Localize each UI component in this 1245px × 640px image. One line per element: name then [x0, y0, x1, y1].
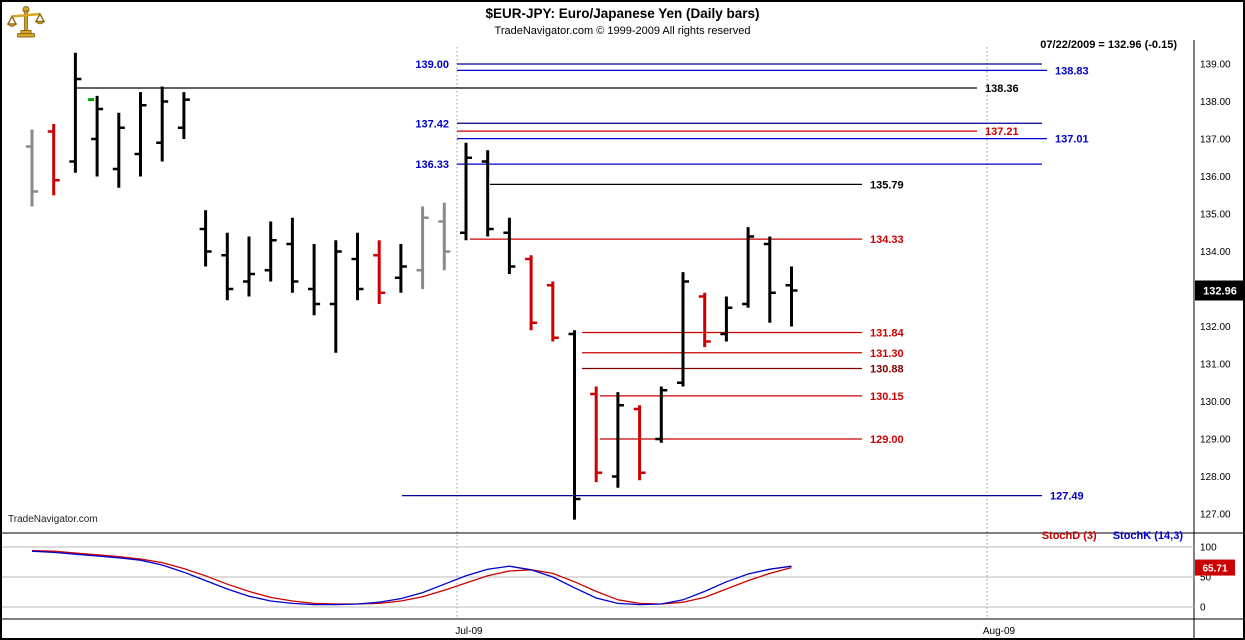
price-level-label: 131.30 — [870, 348, 904, 360]
price-tick-label: 138.00 — [1200, 97, 1231, 108]
price-tick-label: 139.00 — [1200, 60, 1231, 71]
stoch-tick-label: 50 — [1200, 573, 1212, 584]
price-level-label: 136.33 — [415, 159, 449, 171]
stoch-value-badge — [1195, 559, 1235, 576]
trade-navigator-logo-icon — [6, 4, 46, 40]
price-tick-label: 131.00 — [1200, 360, 1231, 371]
last-price-badge — [1195, 280, 1243, 301]
price-level-label: 137.42 — [415, 118, 449, 130]
stochk-line — [31, 550, 792, 606]
price-level-label: 138.36 — [985, 83, 1019, 95]
chart-subtitle: TradeNavigator.com © 1999-2009 All right… — [494, 25, 751, 37]
price-tick-label: 134.00 — [1200, 247, 1231, 258]
price-level-label: 137.01 — [1055, 134, 1089, 146]
price-tick-label: 135.00 — [1200, 210, 1231, 221]
price-tick-label: 130.00 — [1200, 397, 1231, 408]
stoch-tick-label: 100 — [1200, 543, 1217, 554]
x-axis-label: Jul-09 — [455, 626, 483, 637]
price-level-label: 137.21 — [985, 126, 1019, 138]
watermark-text: TradeNavigator.com — [8, 514, 98, 525]
last-price-badge-text: 132.96 — [1203, 286, 1237, 298]
stoch-tick-label: 0 — [1200, 603, 1206, 614]
stochd-legend-item[interactable]: StochD (3) — [1041, 530, 1097, 542]
price-tick-label: 129.00 — [1200, 435, 1231, 446]
price-tick-label: 137.00 — [1200, 135, 1231, 146]
price-level-label: 131.84 — [870, 328, 905, 340]
x-axis-label: Aug-09 — [983, 626, 1016, 637]
price-level-label: 130.88 — [870, 364, 904, 376]
indicator-legend: StochD (3) StochK (14,3) — [1042, 530, 1183, 542]
price-level-label: 130.15 — [870, 391, 904, 403]
price-level-label: 127.49 — [1050, 491, 1084, 503]
price-tick-label: 132.00 — [1200, 322, 1231, 333]
last-quote-info: 07/22/2009 = 132.96 (-0.15) — [1040, 39, 1177, 51]
price-tick-label: 136.00 — [1200, 172, 1231, 183]
stoch-value-badge-text: 65.71 — [1202, 564, 1227, 575]
price-level-label: 129.00 — [870, 434, 904, 446]
price-level-label: 138.83 — [1055, 65, 1089, 77]
stochk-legend-item[interactable]: StochK (14,3) — [1112, 530, 1183, 542]
price-level-label: 139.00 — [415, 59, 449, 71]
price-tick-label: 127.00 — [1200, 510, 1231, 521]
price-level-label: 135.79 — [870, 179, 904, 191]
chart-title: $EUR-JPY: Euro/Japanese Yen (Daily bars) — [485, 6, 760, 21]
price-level-label: 134.33 — [870, 234, 904, 246]
price-tick-label: 128.00 — [1200, 472, 1231, 483]
